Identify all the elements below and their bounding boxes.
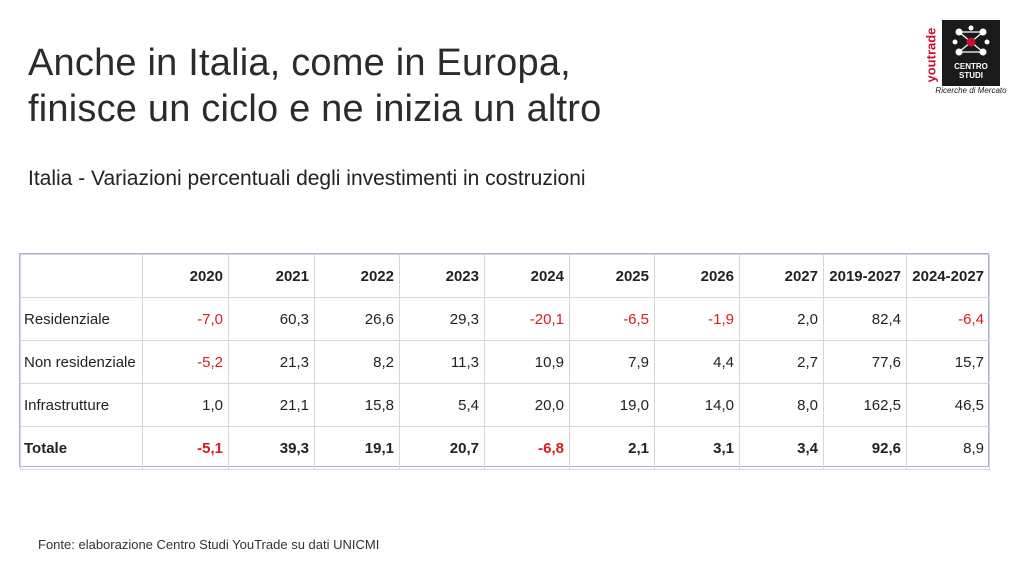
centro-studi-logo: youtrade CENTRO STUDI Ricerche di Mercat… bbox=[922, 20, 1014, 96]
logo-box: CENTRO STUDI bbox=[942, 20, 1000, 86]
table-subtitle: Italia - Variazioni percentuali degli in… bbox=[28, 167, 586, 190]
table-cell: -5,2 bbox=[142, 340, 229, 384]
table-cell: 3,4 bbox=[739, 426, 824, 470]
network-icon bbox=[952, 25, 990, 56]
table-cell: 21,3 bbox=[228, 340, 315, 384]
column-header: 2026 bbox=[654, 254, 740, 298]
table-cell: 1,0 bbox=[142, 383, 229, 427]
table-cell: 162,5 bbox=[823, 383, 907, 427]
table-cell: 92,6 bbox=[823, 426, 907, 470]
table-header-row: 2020 2021 2022 2023 2024 2025 2026 2027 … bbox=[20, 254, 990, 298]
row-label: Infrastrutture bbox=[20, 383, 143, 427]
title-line-2: finisce un ciclo e ne inizia un altro bbox=[28, 88, 602, 130]
table-cell: 39,3 bbox=[228, 426, 315, 470]
table-cell: 10,9 bbox=[484, 340, 570, 384]
table-cell: 7,9 bbox=[569, 340, 655, 384]
table-cell: -20,1 bbox=[484, 297, 570, 341]
table-cell: 21,1 bbox=[228, 383, 315, 427]
row-label: Residenziale bbox=[20, 297, 143, 341]
table-row: Non residenziale -5,2 21,3 8,2 11,3 10,9… bbox=[20, 340, 990, 384]
table-cell: 3,1 bbox=[654, 426, 740, 470]
table-cell: 19,0 bbox=[569, 383, 655, 427]
table-row-total: Totale -5,1 39,3 19,1 20,7 -6,8 2,1 3,1 … bbox=[20, 426, 990, 470]
column-header: 2023 bbox=[399, 254, 485, 298]
header-corner bbox=[20, 254, 143, 298]
table-cell: 60,3 bbox=[228, 297, 315, 341]
title-line-1: Anche in Italia, come in Europa, bbox=[28, 42, 571, 84]
column-header: 2021 bbox=[228, 254, 315, 298]
table-cell: 5,4 bbox=[399, 383, 485, 427]
table-cell: 20,7 bbox=[399, 426, 485, 470]
table-cell: 2,1 bbox=[569, 426, 655, 470]
logo-tagline: Ricerche di Mercato bbox=[935, 86, 1007, 95]
table-cell: -5,1 bbox=[142, 426, 229, 470]
table-cell: -1,9 bbox=[654, 297, 740, 341]
table-cell: 4,4 bbox=[654, 340, 740, 384]
row-label: Totale bbox=[20, 426, 143, 470]
table-cell: -7,0 bbox=[142, 297, 229, 341]
table-cell: 2,0 bbox=[739, 297, 824, 341]
table-cell: 29,3 bbox=[399, 297, 485, 341]
column-header: 2024-2027 bbox=[906, 254, 990, 298]
table-cell: 20,0 bbox=[484, 383, 570, 427]
table-cell: 14,0 bbox=[654, 383, 740, 427]
table-cell: 11,3 bbox=[399, 340, 485, 384]
column-header: 2025 bbox=[569, 254, 655, 298]
investment-table: 2020 2021 2022 2023 2024 2025 2026 2027 … bbox=[19, 253, 990, 470]
table-cell: 46,5 bbox=[906, 383, 990, 427]
source-note: Fonte: elaborazione Centro Studi YouTrad… bbox=[38, 537, 380, 552]
table-cell: 2,7 bbox=[739, 340, 824, 384]
table-cell: 15,8 bbox=[314, 383, 400, 427]
table-row: Residenziale -7,0 60,3 26,6 29,3 -20,1 -… bbox=[20, 297, 990, 341]
column-header: 2020 bbox=[142, 254, 229, 298]
table-cell: 26,6 bbox=[314, 297, 400, 341]
table-cell: 77,6 bbox=[823, 340, 907, 384]
table-cell: 8,2 bbox=[314, 340, 400, 384]
logo-text: CENTRO STUDI bbox=[954, 62, 988, 80]
table-cell: -6,4 bbox=[906, 297, 990, 341]
table-cell: 8,0 bbox=[739, 383, 824, 427]
column-header: 2019-2027 bbox=[823, 254, 907, 298]
row-label: Non residenziale bbox=[20, 340, 143, 384]
table-cell: 15,7 bbox=[906, 340, 990, 384]
table-cell: 19,1 bbox=[314, 426, 400, 470]
table-row: Infrastrutture 1,0 21,1 15,8 5,4 20,0 19… bbox=[20, 383, 990, 427]
table-cell: 8,9 bbox=[906, 426, 990, 470]
column-header: 2024 bbox=[484, 254, 570, 298]
logo-brand: youtrade bbox=[923, 27, 939, 83]
column-header: 2027 bbox=[739, 254, 824, 298]
table-cell: 82,4 bbox=[823, 297, 907, 341]
table-cell: -6,8 bbox=[484, 426, 570, 470]
table-cell: -6,5 bbox=[569, 297, 655, 341]
column-header: 2022 bbox=[314, 254, 400, 298]
page-title: Anche in Italia, come in Europa, finisce… bbox=[28, 40, 602, 132]
